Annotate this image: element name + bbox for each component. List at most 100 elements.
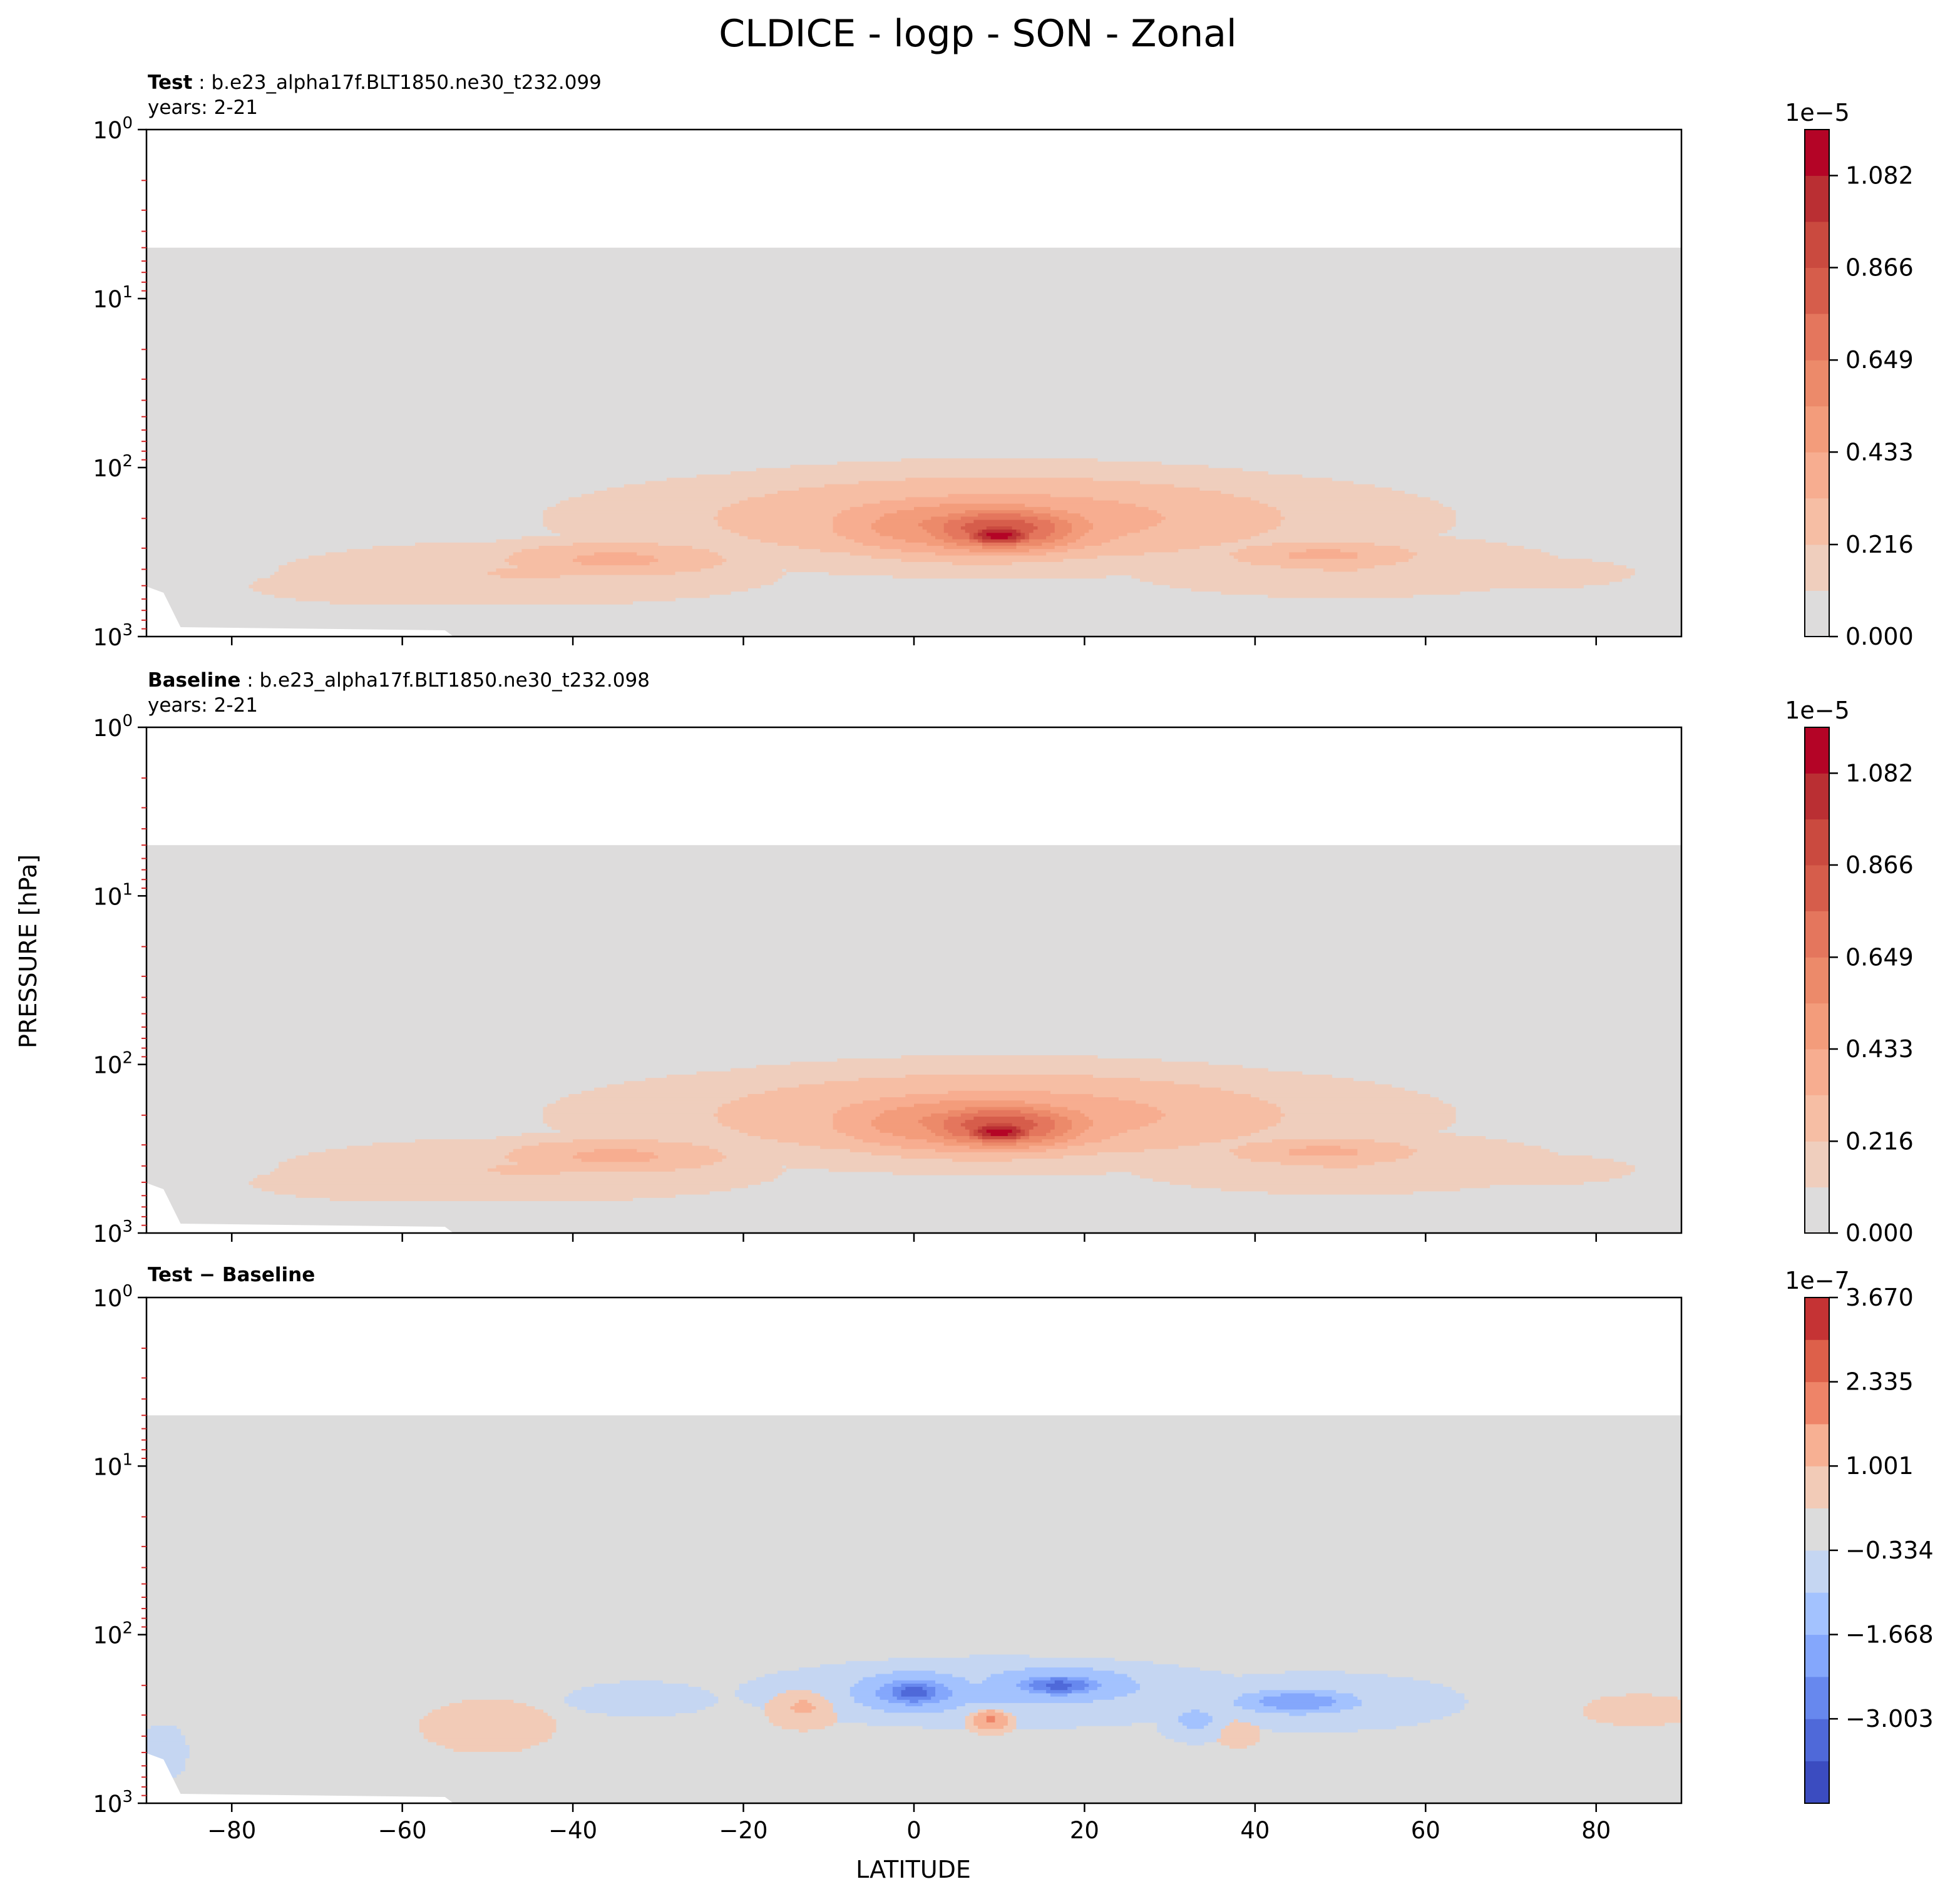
contour-cell [1340, 1709, 1460, 1713]
contour-cell [854, 539, 906, 543]
contour-cell [1050, 1090, 1234, 1095]
contour-cell [760, 1136, 855, 1140]
contour-cell [978, 1126, 983, 1130]
contour-cell [888, 1657, 1115, 1662]
difference-panel: Test − Baseline 100 101 102 103 −80 −60 −40 −20 0… [93, 1264, 1933, 1844]
colorbar-segment [1805, 1592, 1829, 1635]
contour-cell [1412, 555, 1559, 560]
contour-cell [1357, 568, 1635, 573]
contour-cell [1046, 1149, 1145, 1153]
contour-cell [1412, 1152, 1559, 1156]
contour-cell [700, 568, 782, 573]
contour-cell [543, 510, 719, 514]
contour-cell [837, 1719, 966, 1723]
contour-cell [1050, 513, 1081, 518]
contour-cell [1118, 1097, 1260, 1101]
contour-cell [564, 1699, 719, 1704]
y-tick-label: 102 [93, 452, 133, 482]
contour-cell [577, 555, 655, 560]
colorbar-segment [1805, 1187, 1829, 1234]
contour-cell [1131, 575, 1631, 579]
contour-cell [517, 565, 714, 569]
contour-cell [1238, 1696, 1265, 1701]
contour-cell [973, 533, 978, 537]
contour-cell [1020, 1680, 1034, 1684]
contour-cell [658, 1155, 727, 1159]
contour-cell [1084, 1113, 1166, 1117]
y-tick-label: 101 [93, 283, 133, 313]
contour-cell [1046, 536, 1064, 540]
colorbar-tick-label: 2.335 [1845, 1368, 1914, 1396]
contour-cell [1152, 581, 1609, 585]
contour-cell [257, 1175, 778, 1179]
contour-cell [1131, 1677, 1414, 1681]
contour-cell [1093, 1093, 1251, 1098]
contour-cell [943, 546, 983, 550]
contour-cell [722, 1159, 953, 1162]
contour-cell [543, 1110, 719, 1114]
contour-cell [764, 494, 949, 498]
contour-cell [717, 520, 834, 524]
contour-cell [1276, 1123, 1452, 1127]
contour-cell [555, 503, 731, 508]
contour-cell [837, 1716, 966, 1720]
colorbar-segment [1805, 1761, 1829, 1804]
contour-cell [952, 1159, 1013, 1162]
contour-cell [1331, 1702, 1362, 1707]
contour-cell [1054, 539, 1077, 543]
contour-cell [1118, 536, 1251, 540]
contour-cell [1357, 1152, 1414, 1156]
contour-cell [880, 1097, 1119, 1101]
contour-cell [1251, 561, 1397, 566]
contour-cell [1072, 530, 1089, 533]
contour-cell [1016, 1142, 1055, 1147]
contour-cell [739, 1687, 851, 1691]
contour-cell [496, 1165, 702, 1169]
contour-cell [948, 1090, 1051, 1095]
contour-cell [1362, 1702, 1465, 1707]
contour-cell [1199, 487, 1392, 491]
contour-cell [1161, 1110, 1281, 1114]
contour-cell [1072, 1690, 1089, 1694]
contour-cell [926, 1126, 945, 1130]
contour-cell [731, 503, 863, 508]
contour-cell [543, 1107, 719, 1111]
contour-cell [1054, 526, 1072, 530]
contour-cell [1012, 561, 1251, 566]
contour-cell [1020, 539, 1030, 543]
contour-cell [1600, 1696, 1678, 1701]
contour-cell [543, 1120, 719, 1124]
colorbar-segment [1805, 773, 1829, 820]
contour-cell [1127, 1693, 1243, 1697]
contour-cell [1029, 1683, 1047, 1687]
contour-cell [1238, 1145, 1307, 1150]
contour-cell [326, 1149, 514, 1153]
contour-cell [1272, 542, 1375, 546]
contour-cell [880, 1142, 945, 1147]
contour-cell [777, 1139, 863, 1143]
contour-cell [1050, 1129, 1068, 1134]
contour-cell [982, 546, 1017, 550]
contour-cell [1596, 1719, 1681, 1723]
contour-cell [931, 533, 949, 537]
contour-cell [1054, 1123, 1072, 1127]
contour-cell [1583, 1706, 1681, 1710]
contour-cell [594, 1149, 637, 1153]
contour-cell [1340, 549, 1409, 553]
contour-cell [965, 1726, 978, 1729]
contour-cell [1054, 1126, 1072, 1130]
panel-title-name: Baseline [148, 669, 240, 692]
contour-cell [986, 1719, 996, 1723]
contour-cell [722, 1103, 851, 1108]
contour-cell [892, 1690, 902, 1694]
terrain-mask [146, 586, 454, 637]
contour-cell [922, 526, 945, 530]
contour-cell [990, 1132, 1008, 1137]
contour-cell [1093, 1699, 1234, 1704]
contour-cell [1020, 1126, 1034, 1130]
contour-cell [372, 1142, 540, 1147]
colorbar-segment [1805, 911, 1829, 958]
contour-cell [1280, 513, 1456, 518]
contour-cell [773, 1722, 834, 1726]
contour-cell [1075, 539, 1111, 543]
